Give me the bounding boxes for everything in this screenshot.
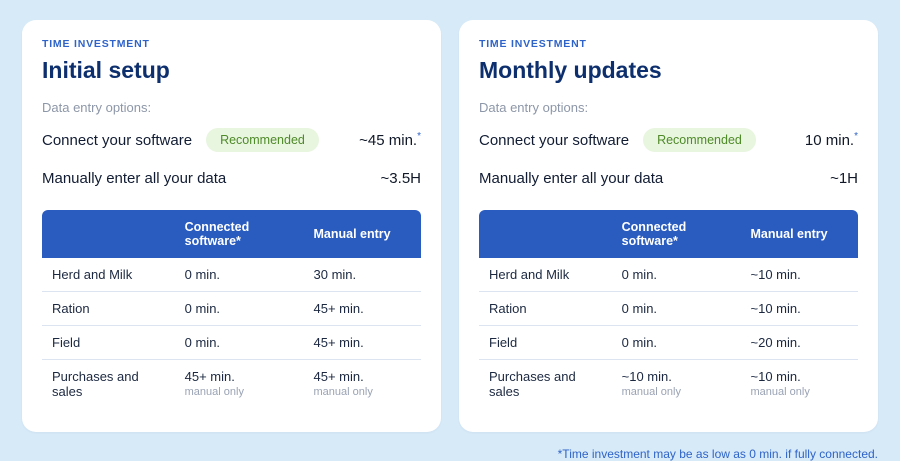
cell-manual: ~10 min.: [740, 292, 858, 326]
cell-manual: 45+ min.: [303, 326, 421, 360]
comparison-table: Connected software* Manual entry Herd an…: [42, 210, 421, 408]
cell-manual: ~20 min.: [740, 326, 858, 360]
table-row: Ration 0 min. ~10 min.: [479, 292, 858, 326]
cell-value: ~10 min.: [621, 369, 672, 384]
header-connected-software: Connected software*: [174, 210, 304, 258]
comparison-table: Connected software* Manual entry Herd an…: [479, 210, 858, 408]
option-label: Connect your software: [479, 131, 630, 149]
table-header-row: Connected software* Manual entry: [42, 210, 421, 258]
time-investment-section: TIME INVESTMENT Initial setup Data entry…: [22, 20, 878, 461]
row-label: Ration: [479, 292, 612, 326]
cell-manual: ~10 min.: [740, 258, 858, 292]
option-time: ~45 min.*: [359, 131, 421, 149]
cell-value: 45+ min.: [184, 369, 235, 384]
options-label: Data entry options:: [479, 100, 589, 115]
row-label: Herd and Milk: [479, 258, 612, 292]
header-empty: [479, 210, 612, 258]
recommended-badge: Recommended: [643, 128, 756, 152]
option-label: Manually enter all your data: [479, 170, 664, 187]
card-title: Monthly updates: [479, 57, 662, 83]
eyebrow-label: TIME INVESTMENT: [479, 38, 587, 50]
row-label: Ration: [42, 292, 175, 326]
cell-connected: 0 min.: [611, 258, 741, 292]
eyebrow-label: TIME INVESTMENT: [42, 38, 150, 50]
option-time: ~1H: [830, 170, 858, 187]
option-manual-entry: Manually enter all your data ~3.5H: [42, 161, 421, 196]
table-row: Field 0 min. 45+ min.: [42, 326, 421, 360]
header-manual-entry: Manual entry: [303, 210, 421, 258]
recommended-badge: Recommended: [206, 128, 319, 152]
table-row: Purchases and sales ~10 min. manual only…: [479, 360, 858, 408]
cell-sub-label: manual only: [313, 386, 373, 398]
cell-manual: ~10 min. manual only: [741, 360, 859, 408]
footnote-text: *Time investment may be as low as 0 min.…: [557, 447, 878, 461]
cell-value: 45+ min.: [313, 369, 364, 384]
header-connected-software: Connected software*: [611, 210, 741, 258]
cell-connected: 0 min.: [611, 292, 741, 326]
table-row: Ration 0 min. 45+ min.: [42, 292, 421, 326]
cell-manual: 45+ min. manual only: [304, 360, 422, 408]
table-header-row: Connected software* Manual entry: [479, 210, 858, 258]
card-title: Initial setup: [42, 57, 170, 83]
option-connect-software: Connect your software Recommended 10 min…: [479, 119, 858, 161]
cell-sub-label: manual only: [750, 386, 810, 398]
row-label: Herd and Milk: [42, 258, 175, 292]
cell-connected: 45+ min. manual only: [175, 360, 304, 408]
cell-value: ~10 min.: [750, 369, 801, 384]
cell-connected: 0 min.: [611, 326, 741, 360]
option-time: ~3.5H: [381, 170, 421, 187]
time-value: 10 min.: [804, 132, 855, 149]
cell-connected: ~10 min. manual only: [612, 360, 741, 408]
header-manual-entry: Manual entry: [740, 210, 858, 258]
cards-container: TIME INVESTMENT Initial setup Data entry…: [22, 20, 878, 432]
cell-connected: 0 min.: [174, 258, 304, 292]
cell-sub-label: manual only: [184, 386, 244, 398]
time-value: ~3.5H: [380, 170, 421, 187]
table-row: Herd and Milk 0 min. ~10 min.: [479, 258, 858, 292]
card-monthly-updates: TIME INVESTMENT Monthly updates Data ent…: [459, 20, 878, 432]
header-empty: [42, 210, 175, 258]
cell-manual: 30 min.: [303, 258, 421, 292]
footnote-asterisk: *: [854, 131, 858, 142]
table-row: Herd and Milk 0 min. 30 min.: [42, 258, 421, 292]
row-label: Purchases and sales: [489, 369, 576, 399]
row-label: Field: [479, 326, 612, 360]
card-initial-setup: TIME INVESTMENT Initial setup Data entry…: [22, 20, 441, 432]
time-value: ~1H: [830, 170, 858, 187]
row-label: Purchases and sales: [52, 369, 139, 399]
cell-sub-label: manual only: [621, 386, 681, 398]
option-manual-entry: Manually enter all your data ~1H: [479, 161, 858, 196]
row-label: Field: [42, 326, 175, 360]
time-value: ~45 min.: [359, 132, 418, 149]
option-time: 10 min.*: [805, 131, 858, 149]
footnote-asterisk: *: [417, 131, 421, 142]
cell-manual: 45+ min.: [303, 292, 421, 326]
cell-connected: 0 min.: [174, 292, 304, 326]
option-label: Connect your software: [42, 131, 193, 149]
cell-connected: 0 min.: [174, 326, 304, 360]
table-row: Field 0 min. ~20 min.: [479, 326, 858, 360]
table-row: Purchases and sales 45+ min. manual only…: [42, 360, 421, 408]
options-label: Data entry options:: [42, 100, 152, 115]
option-label: Manually enter all your data: [42, 170, 227, 187]
option-connect-software: Connect your software Recommended ~45 mi…: [42, 119, 421, 161]
